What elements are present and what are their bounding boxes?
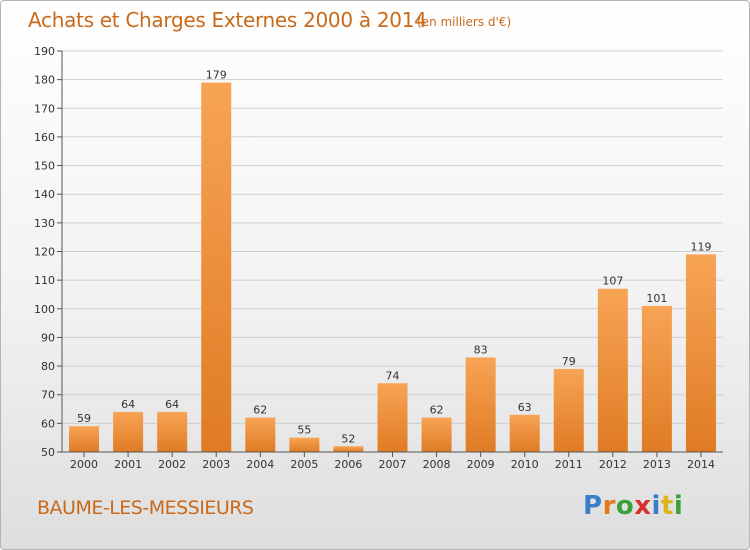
bar-2010	[509, 414, 540, 452]
bar-2008	[421, 417, 452, 452]
bar-2012	[597, 288, 628, 452]
bar-2001	[113, 411, 144, 452]
x-tick-label: 2011	[555, 458, 583, 471]
y-tick-label: 150	[34, 160, 55, 173]
logo-letter: i	[651, 491, 661, 521]
data-label-2009: 83	[474, 343, 488, 356]
data-label-2011: 79	[562, 355, 576, 368]
bar-2002	[157, 411, 188, 452]
data-label-2012: 107	[602, 275, 623, 288]
x-tick-label: 2012	[599, 458, 627, 471]
data-label-2002: 64	[165, 398, 179, 411]
y-tick-label: 180	[34, 74, 55, 87]
labels: 50 60 70 80 90 100 110 120 130 140 150 160 170 180 190…	[34, 45, 715, 471]
x-tick-label: 2003	[202, 458, 230, 471]
y-tick-label: 110	[34, 274, 55, 287]
bar-2003	[201, 82, 232, 452]
bar-2011	[553, 368, 584, 452]
bar-2013	[641, 305, 672, 452]
logo-letter: i	[673, 491, 684, 521]
data-label-2004: 62	[253, 404, 267, 417]
bars	[69, 82, 716, 452]
x-tick-label: 2014	[687, 458, 715, 471]
chart-subtitle: (en milliers d'€)	[417, 15, 512, 29]
logo-letter: t	[660, 491, 674, 521]
data-label-2006: 52	[341, 432, 355, 445]
bar-2000	[69, 426, 100, 452]
y-tick-label: 120	[34, 246, 55, 259]
proxiti-logo[interactable]: Proxiti	[583, 491, 683, 521]
x-tick-label: 2013	[643, 458, 671, 471]
bar-2009	[465, 357, 496, 452]
y-tick-label: 100	[34, 303, 55, 316]
chart-title: Achats et Charges Externes 2000 à 2014	[28, 8, 427, 32]
axes	[57, 50, 723, 457]
data-label-2003: 179	[206, 69, 227, 82]
data-label-2010: 63	[518, 401, 532, 414]
logo-letter: r	[602, 491, 616, 521]
bar-2014	[685, 254, 716, 452]
bar-2005	[289, 437, 320, 452]
data-label-2007: 74	[386, 369, 400, 382]
logo-letter: x	[634, 491, 652, 521]
x-tick-label: 2002	[158, 458, 186, 471]
y-tick-label: 130	[34, 217, 55, 230]
y-tick-label: 140	[34, 188, 55, 201]
bar-2007	[377, 383, 408, 452]
x-tick-label: 2009	[467, 458, 495, 471]
data-label-2014: 119	[690, 240, 711, 253]
commune-name: BAUME-LES-MESSIEURS	[37, 497, 254, 519]
data-label-2005: 55	[297, 424, 311, 437]
x-tick-label: 2008	[423, 458, 451, 471]
x-tick-label: 2005	[290, 458, 318, 471]
y-tick-label: 170	[34, 102, 55, 115]
data-label-2008: 62	[430, 404, 444, 417]
y-tick-label: 190	[34, 45, 55, 58]
y-tick-label: 80	[41, 360, 55, 373]
y-tick-label: 160	[34, 131, 55, 144]
x-tick-label: 2000	[70, 458, 98, 471]
bar-2006	[333, 446, 364, 452]
data-label-2000: 59	[77, 412, 91, 425]
logo-letter: o	[615, 491, 635, 521]
data-label-2001: 64	[121, 398, 135, 411]
y-tick-label: 50	[41, 446, 55, 459]
y-tick-label: 90	[41, 331, 55, 344]
x-tick-label: 2007	[379, 458, 407, 471]
x-tick-label: 2004	[246, 458, 274, 471]
logo-letter: P	[583, 491, 603, 521]
data-label-2013: 101	[646, 292, 667, 305]
x-tick-label: 2010	[511, 458, 539, 471]
y-tick-label: 60	[41, 417, 55, 430]
x-tick-label: 2001	[114, 458, 142, 471]
y-tick-label: 70	[41, 389, 55, 402]
bar-2004	[245, 417, 276, 452]
x-tick-label: 2006	[334, 458, 362, 471]
